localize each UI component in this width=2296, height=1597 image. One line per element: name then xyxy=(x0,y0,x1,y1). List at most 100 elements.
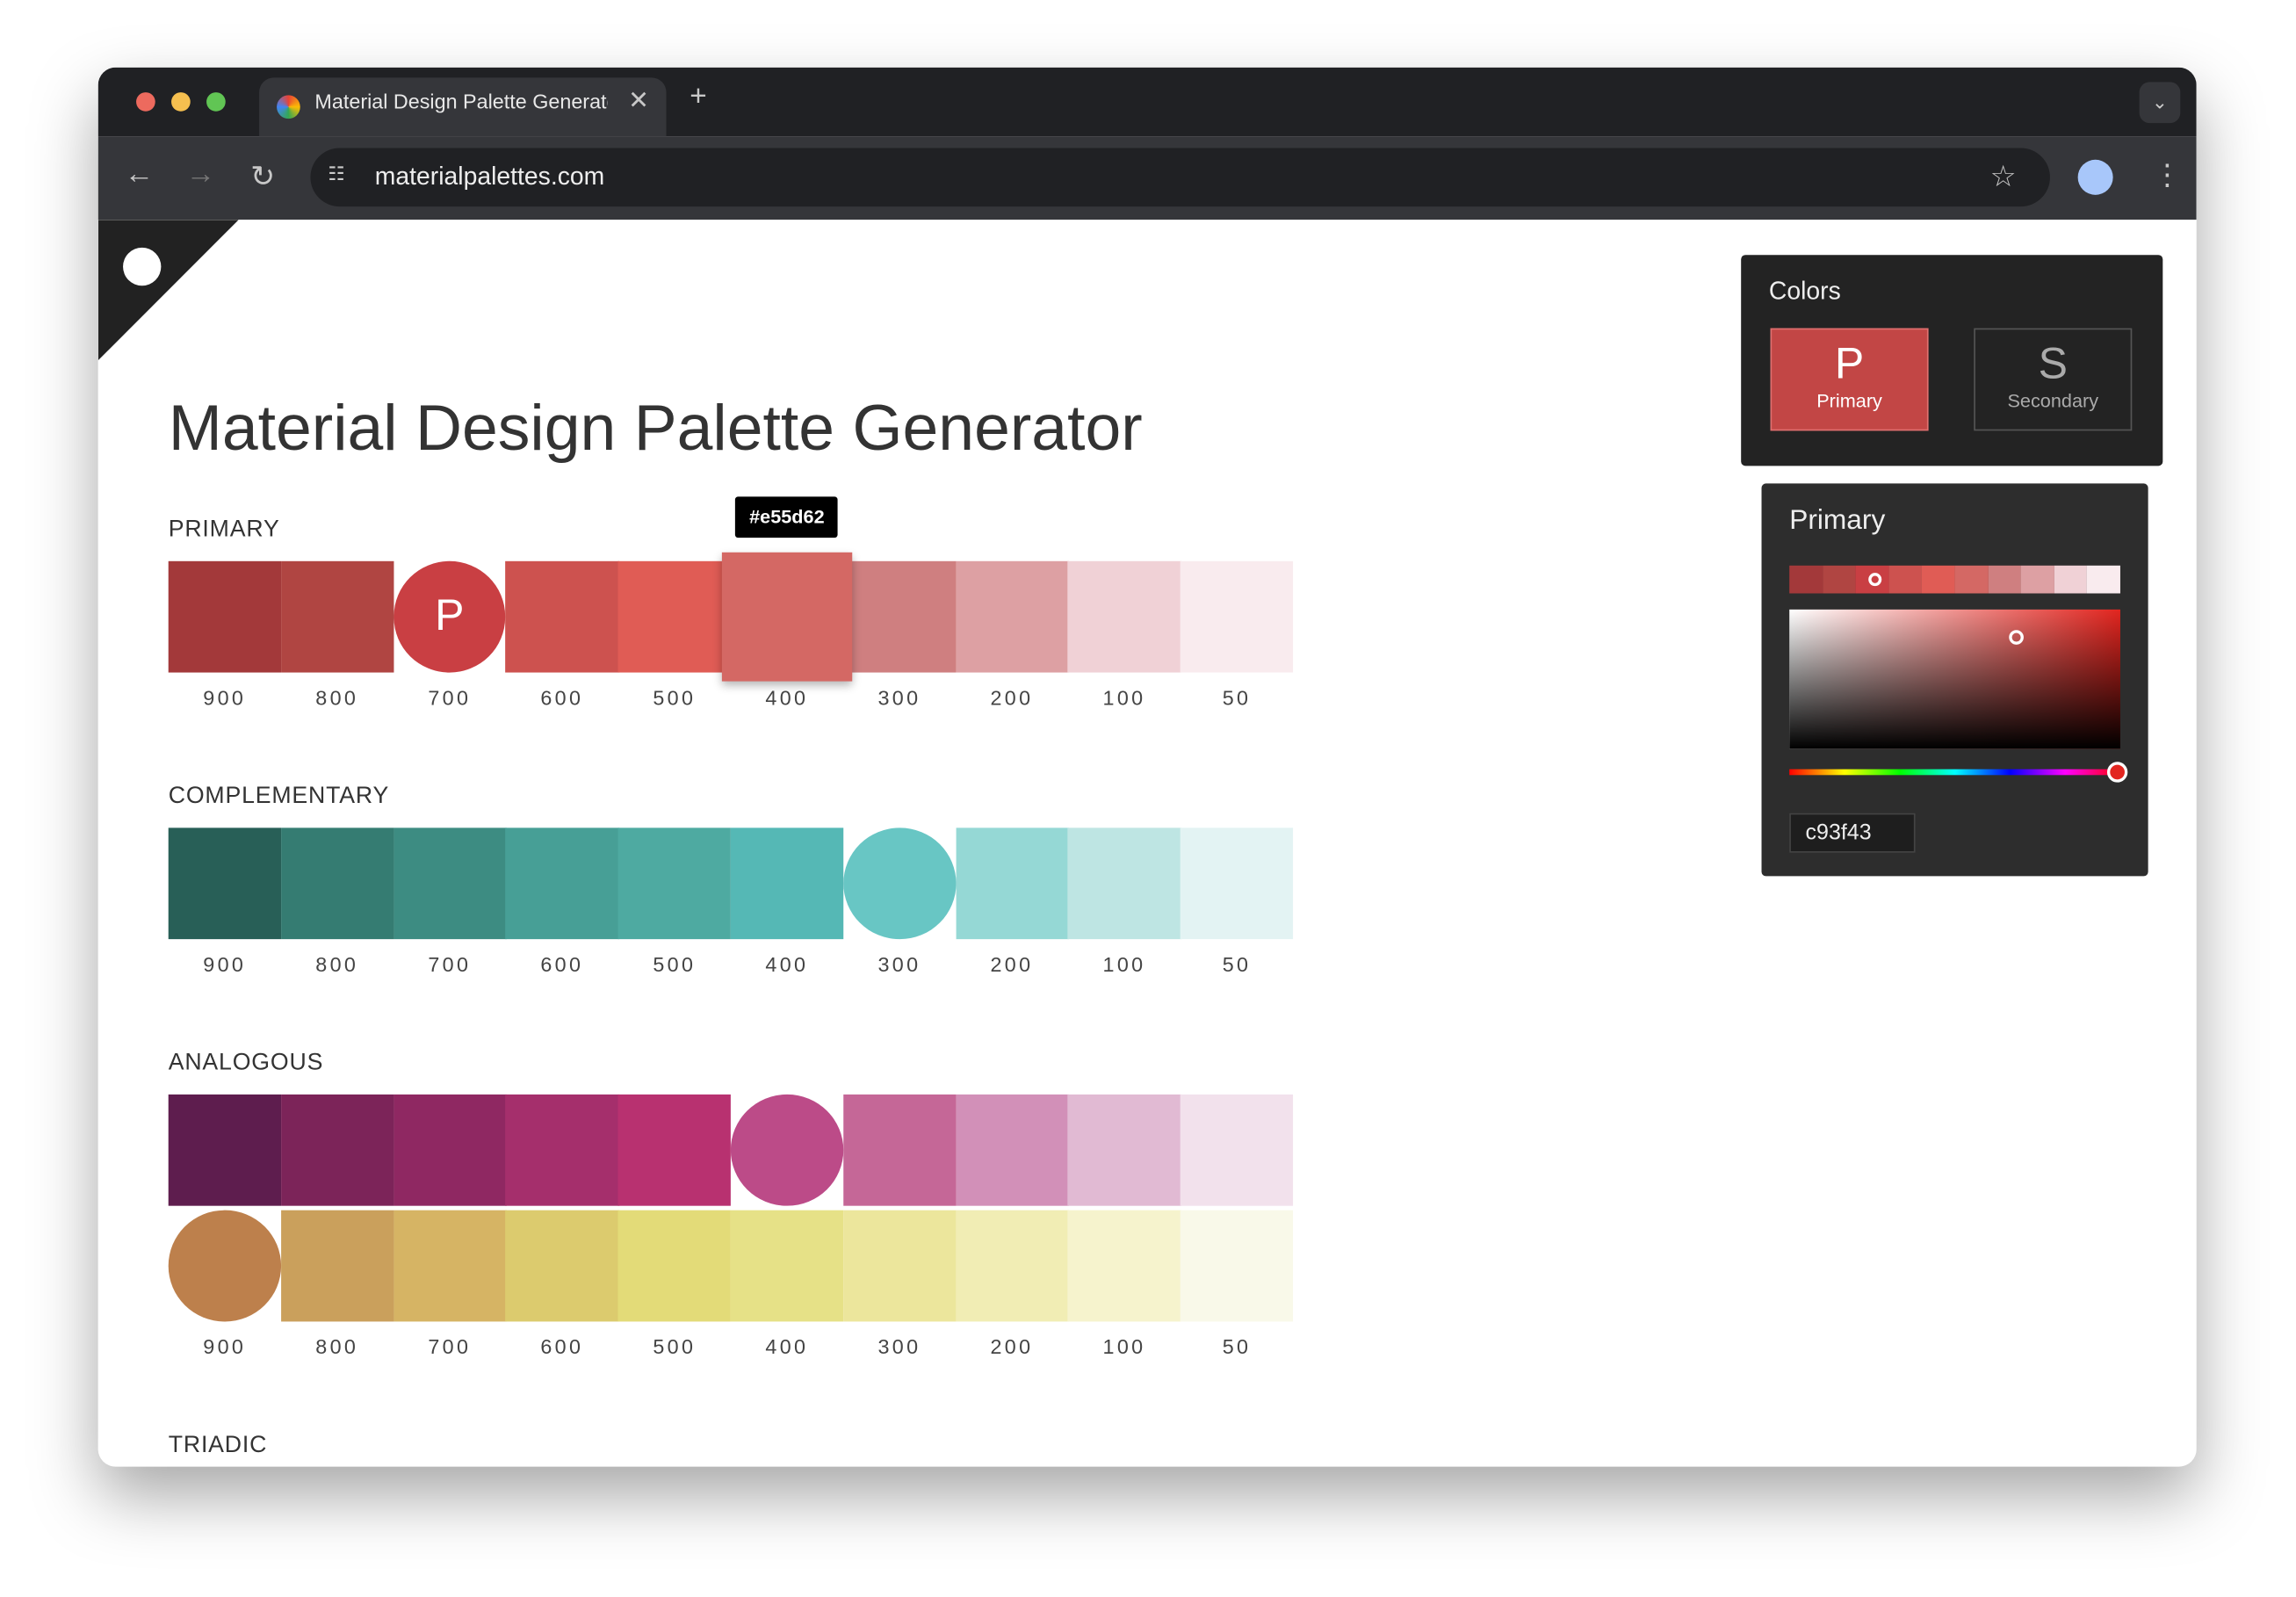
swatch[interactable] xyxy=(505,1094,619,1206)
swatch-circle[interactable] xyxy=(730,1094,843,1206)
shade-label: 200 xyxy=(990,1334,1034,1359)
hex-input[interactable]: c93f43 xyxy=(1789,813,1916,853)
picker-title: Primary xyxy=(1789,505,1886,537)
shade-label: 600 xyxy=(540,952,584,976)
back[interactable]: ← xyxy=(124,158,155,191)
toolbar: ← → ↻ ☷ materialpalettes.com ☆ ⋮ xyxy=(97,136,2197,220)
strip-cell[interactable] xyxy=(1822,565,1856,594)
shade-label: 400 xyxy=(765,1334,809,1359)
swatch[interactable] xyxy=(730,827,844,940)
strip-cell[interactable] xyxy=(1888,565,1922,594)
swatch-circle[interactable] xyxy=(842,827,956,940)
swatch[interactable] xyxy=(168,1094,282,1206)
saturation-handle[interactable] xyxy=(2009,630,2024,645)
swatch[interactable] xyxy=(1180,1094,1294,1206)
forward[interactable]: → xyxy=(185,158,216,191)
strip-cell[interactable] xyxy=(1954,565,1989,594)
address-bar[interactable]: ☷ materialpalettes.com ☆ xyxy=(310,148,2050,207)
close-button[interactable] xyxy=(136,92,155,112)
shade-label: 900 xyxy=(203,1334,247,1359)
swatch[interactable] xyxy=(955,1210,1069,1322)
favicon xyxy=(277,95,300,119)
shade-label: 300 xyxy=(877,952,921,976)
strip-cell[interactable] xyxy=(1789,565,1823,594)
tab-title: Material Design Palette Generator xyxy=(314,89,608,113)
swatch[interactable] xyxy=(393,1210,507,1322)
swatch[interactable] xyxy=(393,1094,507,1206)
swatch[interactable] xyxy=(393,827,507,940)
saturation-area[interactable] xyxy=(1789,609,2120,749)
hue-slider[interactable] xyxy=(1789,769,2120,776)
swatch[interactable] xyxy=(1067,1210,1181,1322)
swatch[interactable] xyxy=(280,827,394,940)
shade-label: 700 xyxy=(428,952,472,976)
swatch[interactable] xyxy=(730,1210,844,1322)
github-corner[interactable] xyxy=(97,220,239,361)
hue-handle[interactable] xyxy=(2106,762,2128,783)
swatch[interactable] xyxy=(955,827,1069,940)
swatch[interactable] xyxy=(955,560,1069,673)
swatch[interactable] xyxy=(280,1210,394,1322)
shade-strip[interactable] xyxy=(1789,565,2120,594)
swatch[interactable] xyxy=(505,560,619,673)
swatch[interactable] xyxy=(1180,560,1294,673)
swatch[interactable] xyxy=(1067,1094,1181,1206)
swatch[interactable] xyxy=(505,1210,619,1322)
shade-label: 200 xyxy=(990,685,1034,710)
primary-button[interactable]: P Primary xyxy=(1770,328,1929,431)
bookmark[interactable]: ☆ xyxy=(1989,161,2017,194)
strip-cell[interactable] xyxy=(1921,565,1955,594)
shade-label: 900 xyxy=(203,952,247,976)
section-title: COMPLEMENTARY xyxy=(168,784,390,809)
swatch[interactable] xyxy=(505,827,619,940)
minimize-button[interactable] xyxy=(171,92,191,112)
reload[interactable]: ↻ xyxy=(250,161,276,194)
swatch[interactable] xyxy=(280,1094,394,1206)
site-info[interactable]: ☷ xyxy=(328,163,345,185)
swatch-circle[interactable] xyxy=(168,1210,281,1322)
strip-cell[interactable] xyxy=(2087,565,2120,594)
profile[interactable] xyxy=(2077,159,2113,195)
swatch[interactable] xyxy=(617,1094,732,1206)
shade-label: 800 xyxy=(315,952,359,976)
tab[interactable]: Material Design Palette Generator ✕ xyxy=(259,77,667,137)
swatch[interactable] xyxy=(842,1210,957,1322)
new-tab[interactable]: + xyxy=(690,80,707,113)
swatch[interactable] xyxy=(842,560,957,673)
shade-label: 50 xyxy=(1222,952,1252,976)
swatch[interactable] xyxy=(617,1210,732,1322)
swatch[interactable] xyxy=(1067,827,1181,940)
shade-label: 100 xyxy=(1102,1334,1146,1359)
shade-label: 300 xyxy=(877,1334,921,1359)
tab-bar: Material Design Palette Generator ✕ + ⌄ xyxy=(97,67,2197,137)
zoom-button[interactable] xyxy=(206,92,226,112)
letter: P xyxy=(1834,339,1865,388)
tab-menu[interactable]: ⌄ xyxy=(2139,82,2181,124)
tab-close[interactable]: ✕ xyxy=(628,86,649,115)
shade-label: 400 xyxy=(765,685,809,710)
swatch[interactable] xyxy=(617,827,732,940)
swatch-circle[interactable]: P xyxy=(393,560,506,673)
swatch[interactable] xyxy=(842,1094,957,1206)
swatch[interactable] xyxy=(617,560,732,673)
strip-cell[interactable] xyxy=(2020,565,2054,594)
section-title: TRIADIC xyxy=(168,1433,268,1458)
url: materialpalettes.com xyxy=(374,163,605,191)
swatch[interactable] xyxy=(1180,1210,1294,1322)
swatch[interactable] xyxy=(1180,827,1294,940)
strip-handle[interactable] xyxy=(1868,573,1882,587)
strip-cell[interactable] xyxy=(2054,565,2088,594)
swatch[interactable] xyxy=(280,560,394,673)
swatch[interactable] xyxy=(168,560,282,673)
secondary-button[interactable]: S Secondary xyxy=(1974,328,2133,431)
swatch[interactable] xyxy=(955,1094,1069,1206)
swatch[interactable] xyxy=(1067,560,1181,673)
page-title: Material Design Palette Generator xyxy=(168,392,1143,465)
swatch-raised[interactable] xyxy=(721,552,852,682)
strip-cell[interactable] xyxy=(1988,565,2021,594)
tooltip: #e55d62 xyxy=(735,496,839,538)
swatch[interactable] xyxy=(168,827,282,940)
shade-label: 400 xyxy=(765,952,809,976)
menu[interactable]: ⋮ xyxy=(2152,159,2182,192)
